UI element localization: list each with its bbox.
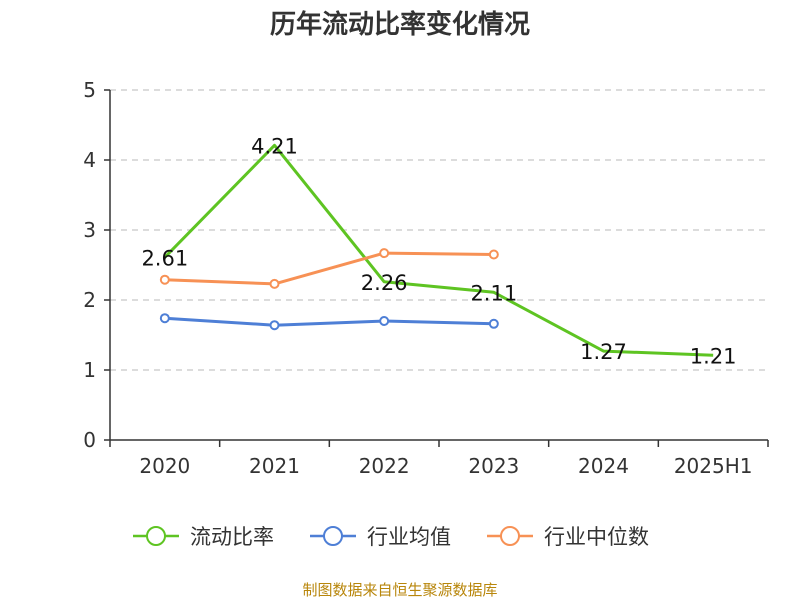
- legend-label: 流动比率: [190, 525, 274, 549]
- legend-marker: [500, 526, 520, 546]
- x-tick-label: 2022: [359, 454, 410, 478]
- data-point[interactable]: [269, 320, 280, 331]
- data-labels: 2.61 4.21 2.26 2.11 1.27 1.21: [141, 134, 736, 368]
- data-point[interactable]: [159, 313, 170, 324]
- series-line-1: [164, 316, 494, 327]
- series-line-2: [164, 251, 494, 286]
- y-tick-label: 5: [83, 78, 96, 102]
- y-tick-label: 1: [83, 358, 96, 382]
- y-tick-label: 0: [83, 428, 96, 452]
- data-point[interactable]: [269, 278, 280, 289]
- data-point[interactable]: [379, 248, 390, 259]
- legend-marker: [323, 526, 343, 546]
- series-layer: [159, 143, 714, 357]
- legend-label: 行业均值: [367, 525, 451, 549]
- legend-item-0[interactable]: 流动比率: [133, 525, 274, 549]
- x-tick-label: 2021: [249, 454, 300, 478]
- legend-item-2[interactable]: 行业中位数: [487, 525, 649, 549]
- gridlines: [110, 89, 768, 371]
- legend-item-1[interactable]: 行业均值: [310, 525, 451, 549]
- y-tick-label: 2: [83, 288, 96, 312]
- legend-label: 行业中位数: [544, 525, 649, 549]
- data-label: 1.27: [580, 340, 627, 364]
- data-point[interactable]: [379, 316, 390, 326]
- x-tick-label: 2020: [139, 454, 190, 478]
- axes: 0 1 2 3 4 5 2020 2021 2022 2023 2024 2025H1: [83, 78, 769, 478]
- legend[interactable]: 流动比率 行业均值 行业中位数: [133, 525, 649, 549]
- data-label: 2.11: [470, 281, 517, 305]
- data-point[interactable]: [488, 318, 499, 329]
- data-label: 2.26: [361, 271, 408, 295]
- y-tick-label: 3: [83, 218, 96, 242]
- data-point[interactable]: [488, 249, 499, 260]
- x-tick-label: 2023: [468, 454, 519, 478]
- chart-title: 历年流动比率变化情况: [270, 9, 530, 40]
- legend-marker: [146, 526, 166, 546]
- data-point[interactable]: [159, 274, 170, 285]
- data-label: 2.61: [141, 246, 188, 270]
- series-line-0: [163, 143, 714, 357]
- data-label: 4.21: [251, 134, 298, 158]
- y-tick-label: 4: [83, 148, 96, 172]
- data-label: 1.21: [690, 344, 737, 368]
- source-note: 制图数据来自恒生聚源数据库: [302, 581, 497, 599]
- x-tick-label: 2025H1: [674, 454, 753, 478]
- x-tick-label: 2024: [578, 454, 629, 478]
